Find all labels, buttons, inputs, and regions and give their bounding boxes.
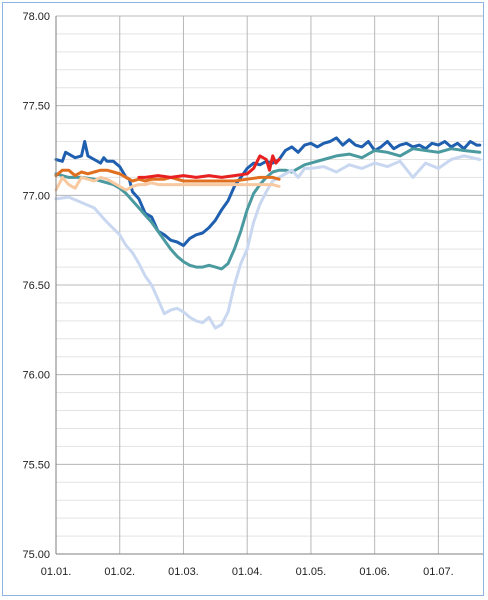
x-tick-label: 01.01.	[41, 566, 72, 578]
series-line-3	[54, 154, 482, 330]
x-axis-tick-labels: 01.01. 01.02. 01.03. 01.04. 01.05. 01.06. 01.0…	[41, 566, 454, 578]
x-tick-label: 01.07.	[423, 566, 454, 578]
line-chart: 75.00 75.50 76.00 76.50 77.00 77.50 78.00 01.0…	[22, 11, 483, 578]
y-tick-label: 76.50	[22, 280, 50, 292]
y-tick-label: 77.50	[22, 101, 50, 113]
y-tick-label: 77.00	[22, 190, 50, 202]
x-tick-label: 01.04.	[232, 566, 263, 578]
y-tick-label: 76.00	[22, 370, 50, 382]
y-tick-label: 75.50	[22, 459, 50, 471]
series-line-4	[54, 168, 281, 183]
series-line-5	[54, 175, 281, 192]
y-tick-label: 78.00	[22, 11, 50, 23]
series-lines	[54, 136, 482, 330]
major-gridlines	[55, 15, 483, 555]
y-axis-tick-labels: 75.00 75.50 76.00 76.50 77.00 77.50 78.00	[22, 11, 50, 561]
axes	[55, 16, 483, 555]
series-line-6	[137, 154, 281, 179]
chart-frame: 75.00 75.50 76.00 76.50 77.00 77.50 78.00 01.0…	[2, 2, 484, 596]
x-tick-label: 01.02.	[104, 566, 135, 578]
x-tick-label: 01.05.	[296, 566, 327, 578]
series-line-2	[54, 147, 482, 271]
x-tick-label: 01.03.	[168, 566, 199, 578]
x-tick-label: 01.06.	[359, 566, 390, 578]
y-tick-label: 75.00	[22, 549, 50, 561]
